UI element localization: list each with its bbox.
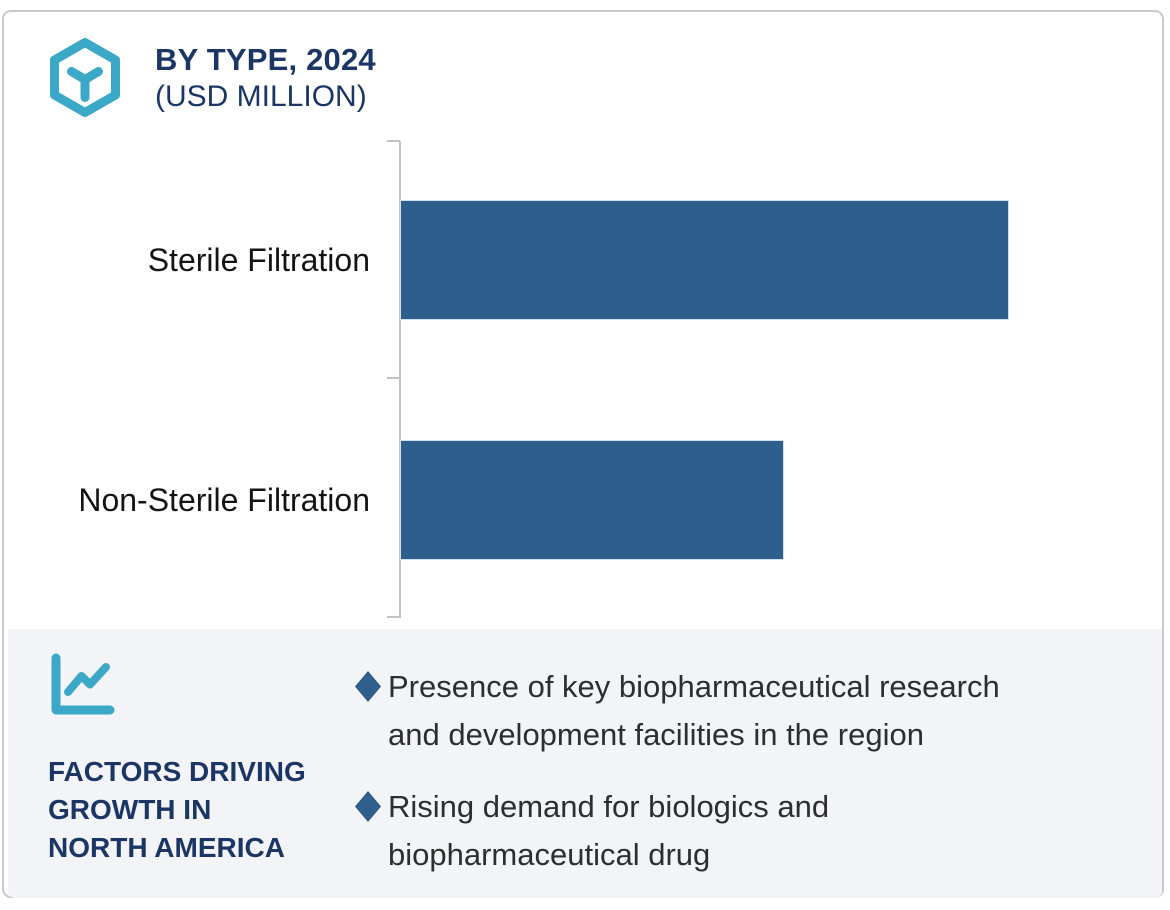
hexagon-cube-icon [50,38,120,117]
factors-heading-line1: FACTORS DRIVING [48,756,306,787]
factors-heading-line3: NORTH AMERICA [48,832,285,863]
category-axis-line [399,141,401,618]
category-label-sterile-filtration: Sterile Filtration [147,242,370,278]
factors-heading: FACTORS DRIVING GROWTH IN NORTH AMERICA [48,753,306,867]
diamond-bullet-icon [355,671,381,702]
factor-bullet-item: Rising demand for biologics and biopharm… [355,783,829,879]
factor-bullet-text: Presence of key biopharmaceutical resear… [388,663,1000,759]
factor-bullet-line: and development facilities in the region [388,717,924,752]
factor-bullet-text: Rising demand for biologics and biopharm… [388,783,829,879]
factors-panel [8,629,1162,898]
chart-title-line1: BY TYPE, 2024 [155,42,376,77]
trend-line-chart-icon [51,653,115,715]
chart-title: BY TYPE, 2024 (USD MILLION) [155,41,376,115]
factor-bullet-line: biopharmaceutical drug [388,837,711,872]
factor-bullet-item: Presence of key biopharmaceutical resear… [355,663,1000,759]
chart-title-line2: (USD MILLION) [155,80,367,113]
axis-tick [387,377,400,379]
axis-tick [387,140,400,142]
bar-non-sterile-filtration [400,440,784,560]
axis-tick [387,616,400,618]
factor-bullet-line: Presence of key biopharmaceutical resear… [388,669,1000,704]
factor-bullet-line: Rising demand for biologics and [388,789,830,824]
category-label-non-sterile-filtration: Non-Sterile Filtration [78,482,370,518]
bar-sterile-filtration [400,200,1009,320]
factors-heading-line2: GROWTH IN [48,794,212,825]
diamond-bullet-icon [355,791,381,822]
